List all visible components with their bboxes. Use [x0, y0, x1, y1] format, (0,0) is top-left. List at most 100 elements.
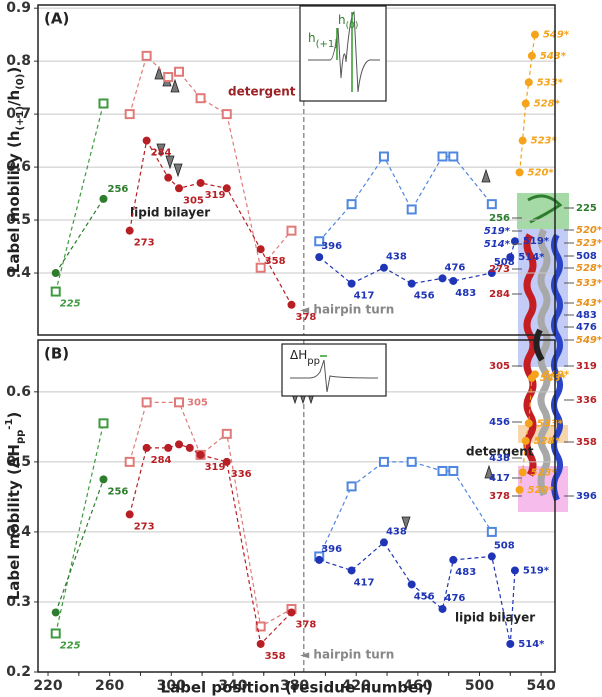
- data-square: [98, 98, 109, 109]
- point-label: 305: [187, 397, 208, 408]
- text-part: (+1): [15, 106, 26, 130]
- triangle-marker: [481, 168, 491, 183]
- text-part: -1: [4, 419, 15, 430]
- point-label: 483: [455, 288, 476, 299]
- point-label: 483: [455, 567, 476, 578]
- data-point: [125, 510, 134, 519]
- data-square: [286, 225, 297, 236]
- data-square: [255, 621, 266, 632]
- point-label: 456: [414, 291, 435, 302]
- data-point: [222, 457, 231, 466]
- x-tick-label: 540: [527, 678, 556, 694]
- point-label: 438: [386, 252, 407, 263]
- y-tick-label: 0.4: [6, 265, 31, 281]
- data-square: [255, 262, 266, 273]
- text-part: pp: [15, 430, 26, 444]
- text-part: ): [5, 412, 23, 419]
- point-label: 319: [205, 190, 226, 201]
- data-point: [287, 608, 296, 617]
- series-line: [55, 479, 105, 613]
- data-point: [175, 440, 183, 449]
- x-tick-label: 220: [33, 678, 62, 694]
- data-square: [378, 151, 389, 162]
- point-label: 273: [134, 238, 155, 249]
- triangle-marker: [401, 516, 411, 531]
- x-tick-label: 420: [342, 678, 371, 694]
- data-point: [524, 78, 533, 87]
- point-label: 508: [494, 540, 515, 551]
- data-point: [175, 184, 183, 193]
- data-point: [510, 237, 519, 246]
- inset-label: h(+1): [308, 31, 338, 50]
- structure-label: 519*: [484, 226, 511, 237]
- point-label: 533*: [537, 418, 564, 429]
- structure-label: 273: [489, 264, 510, 275]
- point-label: 336: [231, 469, 252, 480]
- point-label: 476: [445, 262, 466, 273]
- data-point: [196, 450, 205, 459]
- data-point: [164, 443, 173, 452]
- data-point: [407, 580, 416, 589]
- structure-label: 508: [576, 251, 597, 262]
- annotation: detergent: [228, 85, 296, 99]
- structure-label: 417: [489, 473, 510, 484]
- y-tick-label: 0.4: [6, 524, 31, 540]
- data-square: [314, 236, 325, 247]
- data-point: [99, 194, 108, 203]
- data-point: [487, 552, 496, 561]
- point-label: 417: [354, 291, 375, 302]
- text-part: (0): [346, 21, 359, 31]
- series-line: [55, 423, 105, 634]
- structure-label: 456: [489, 417, 510, 428]
- data-point: [510, 566, 519, 575]
- data-point: [347, 566, 356, 575]
- y-axis-label: Label mobility (ΔHpp-1): [4, 412, 26, 601]
- data-point: [530, 30, 539, 39]
- y-tick-label: 0.5: [6, 212, 31, 228]
- data-point: [407, 279, 416, 288]
- data-point: [449, 555, 458, 564]
- structure-label: 284: [489, 289, 510, 300]
- point-label: 523*: [531, 467, 558, 478]
- data-point: [487, 269, 496, 278]
- point-label: 358: [265, 651, 286, 662]
- inset-box: [299, 5, 387, 102]
- data-point: [438, 274, 447, 283]
- point-label: 528*: [534, 436, 561, 447]
- data-square: [346, 199, 357, 210]
- structure-label: 483: [576, 310, 597, 321]
- data-square: [486, 199, 497, 210]
- data-square: [406, 204, 417, 215]
- data-square: [448, 151, 459, 162]
- inset-curve: [308, 10, 380, 93]
- data-point: [518, 468, 527, 477]
- data-square: [195, 93, 206, 104]
- y-tick-label: 0.7: [6, 106, 31, 122]
- data-point: [438, 604, 447, 613]
- point-label: 514*: [518, 252, 545, 263]
- data-square: [163, 72, 174, 83]
- structure-label: 514*: [484, 239, 511, 250]
- data-point: [506, 639, 515, 648]
- helix-dark: [533, 328, 545, 362]
- data-point: [521, 99, 530, 108]
- data-square: [378, 456, 389, 467]
- data-point: [530, 370, 539, 379]
- data-square: [437, 151, 448, 162]
- data-square: [174, 66, 184, 77]
- structure-label: 305: [489, 361, 510, 372]
- structure-label: 396: [576, 491, 597, 502]
- text-part: Label mobility (ΔH: [5, 444, 23, 600]
- region-green: [517, 193, 569, 229]
- text-part: (+1): [316, 39, 339, 50]
- data-point: [518, 136, 527, 145]
- data-square: [50, 628, 61, 639]
- x-tick-label: 460: [403, 678, 432, 694]
- point-label: 358: [265, 256, 286, 267]
- inset-label: ΔHpp: [290, 348, 320, 367]
- point-label: 319: [205, 462, 226, 473]
- structure-label: 520*: [576, 225, 602, 236]
- triangle-marker: [154, 65, 164, 80]
- point-label: 417: [354, 577, 375, 588]
- structure-label: 358: [576, 437, 597, 448]
